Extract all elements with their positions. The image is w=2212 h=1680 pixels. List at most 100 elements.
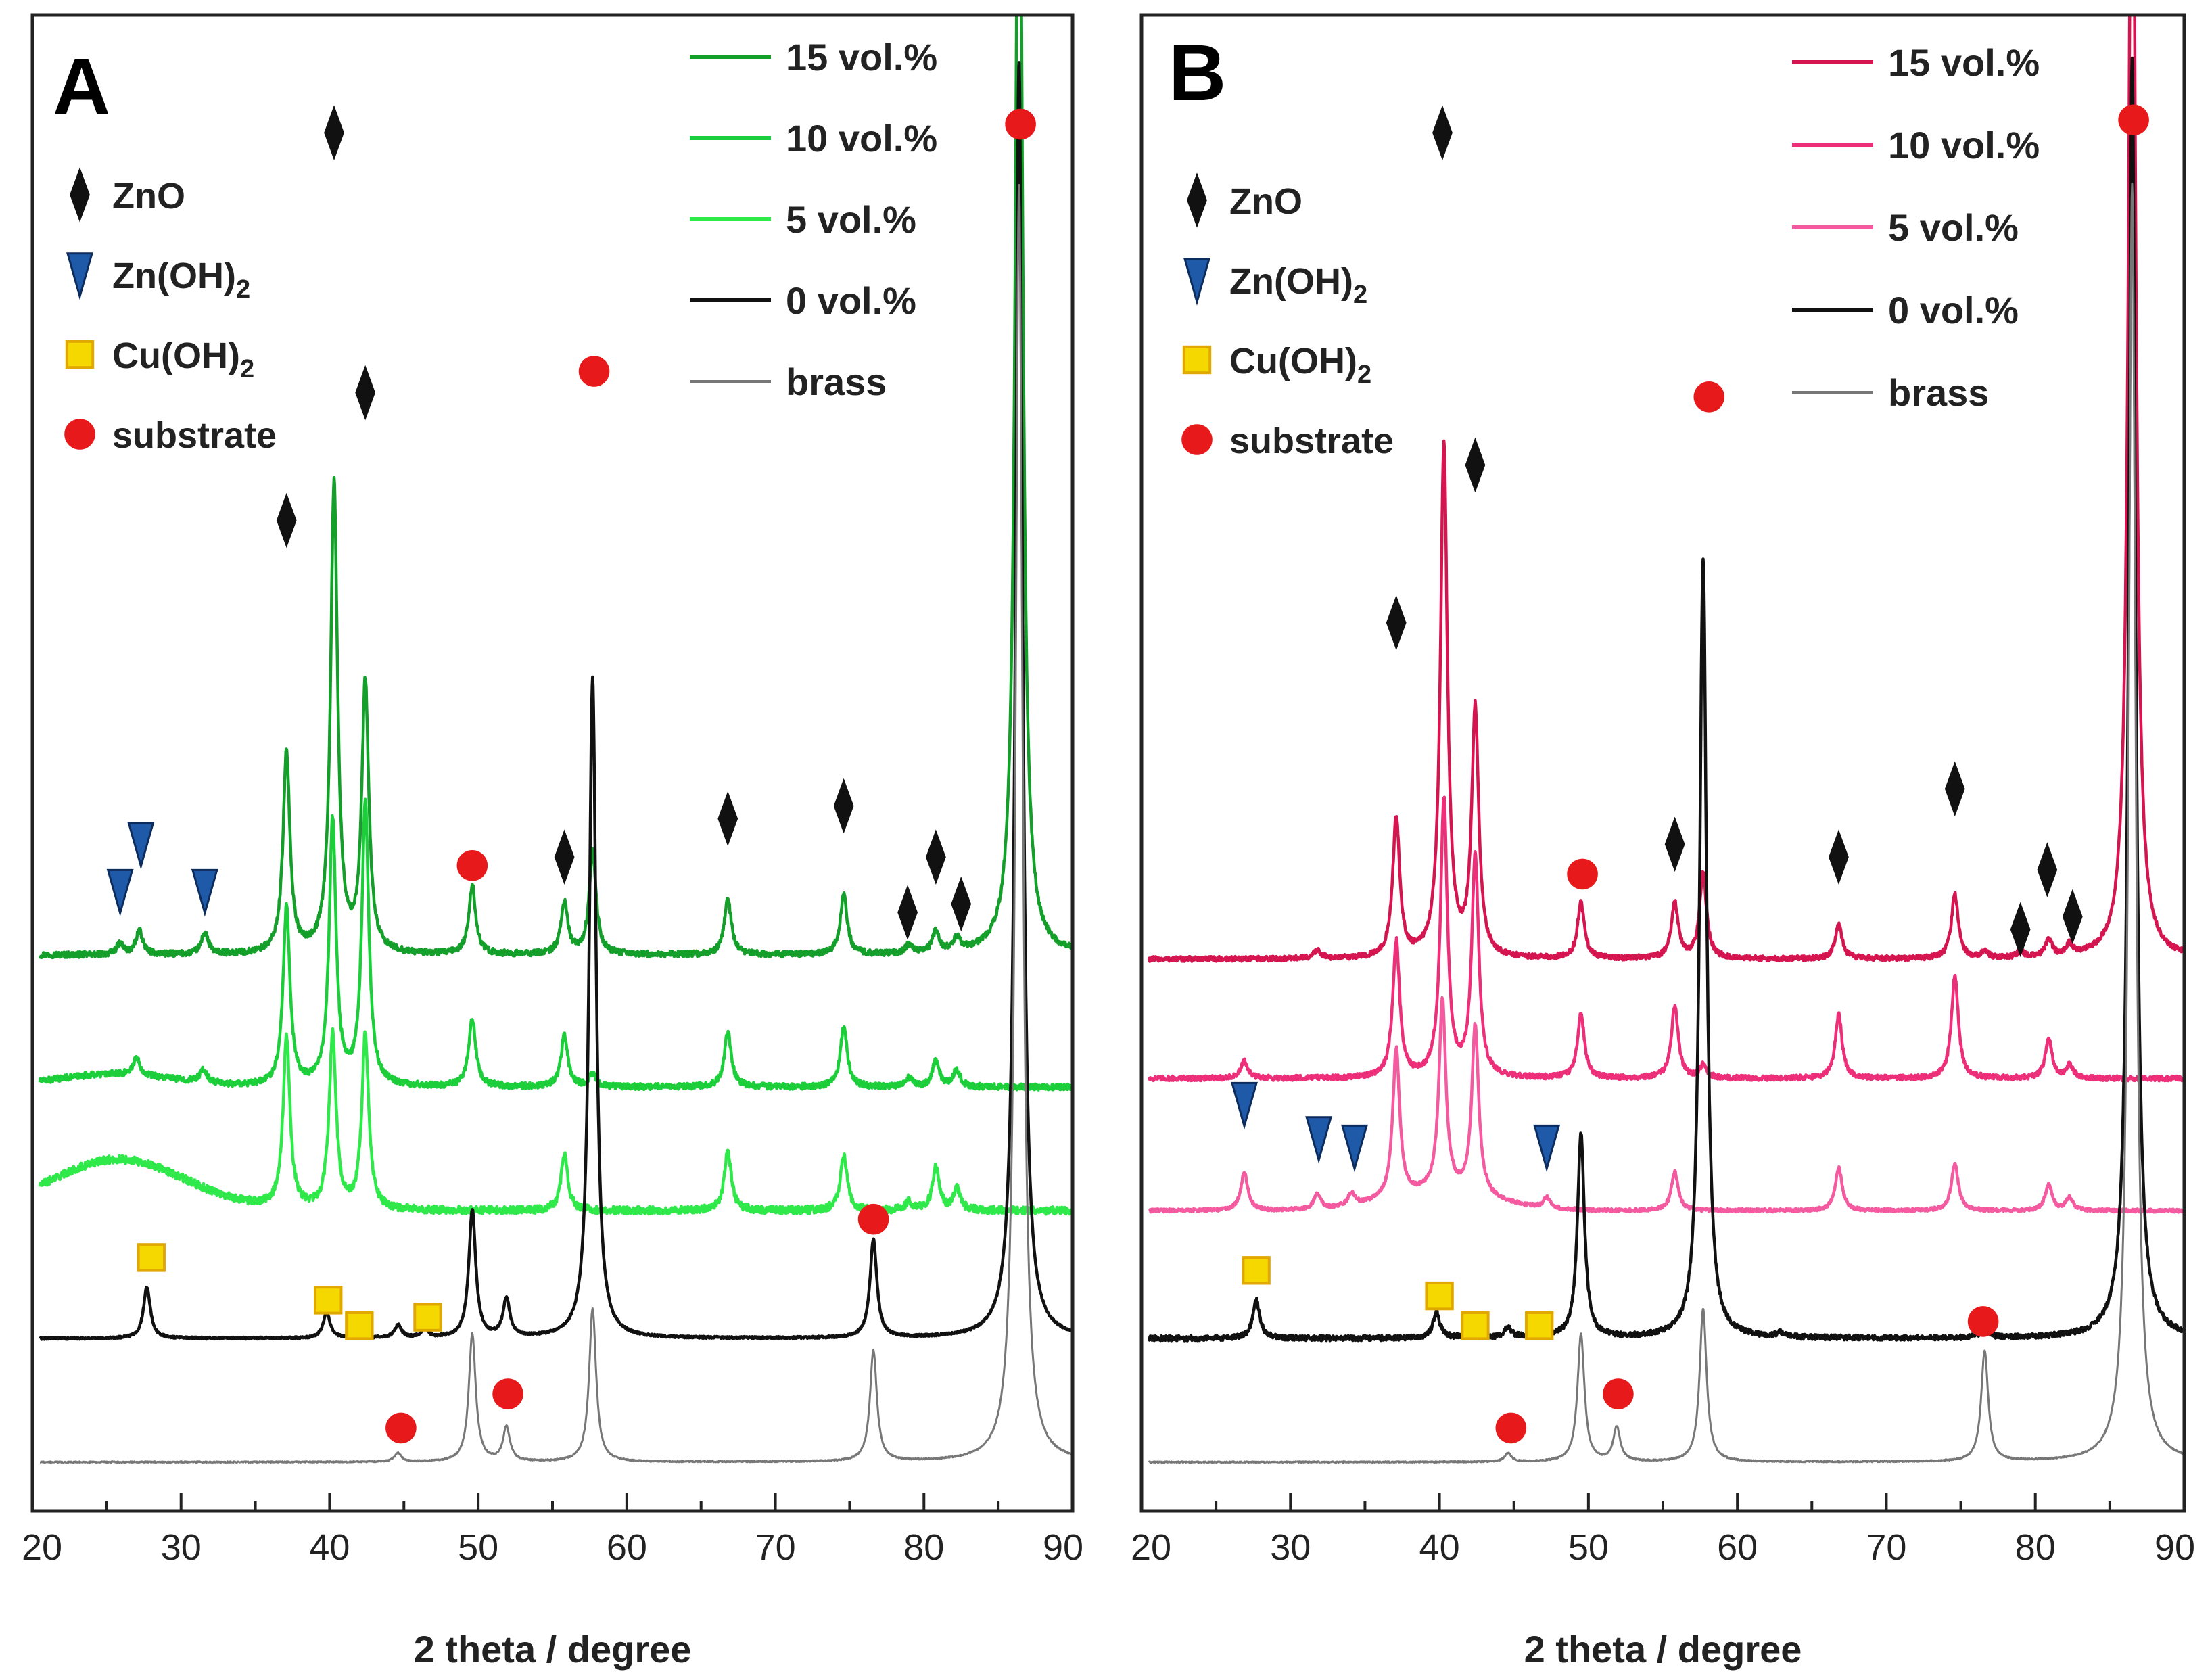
cuoh2-square-icon xyxy=(413,1303,442,1332)
substrate-peak-marker xyxy=(385,1412,417,1444)
cuoh2-square-icon xyxy=(314,1286,343,1315)
substrate-peak-marker xyxy=(1603,1378,1634,1409)
substrate-circle-icon xyxy=(1495,1412,1527,1444)
zno-legend-marker xyxy=(70,167,90,223)
cuoh2-legend-marker xyxy=(1182,345,1212,375)
substrate-circle-icon xyxy=(64,419,95,450)
legend-item: brass xyxy=(690,360,887,403)
phase-legend-subscript: 2 xyxy=(236,275,250,304)
cuoh2-peak-marker xyxy=(1461,1311,1490,1340)
zno-diamond-icon xyxy=(1386,594,1407,651)
zno-peak-marker xyxy=(355,365,376,421)
zno-peak-marker xyxy=(1944,761,1965,817)
phase-legend-subscript: 2 xyxy=(1353,281,1367,309)
phase-legend-label: ZnO xyxy=(1229,181,1302,222)
znoh2-peak-marker xyxy=(127,822,155,870)
legend-label: 15 vol.% xyxy=(786,36,937,78)
znoh2-peak-marker xyxy=(106,868,134,917)
zno-peak-marker xyxy=(1664,816,1685,872)
znoh2-triangle-icon xyxy=(1533,1124,1561,1173)
phase-legend-subscript: 2 xyxy=(240,355,254,383)
x-tick-label: 20 xyxy=(22,1527,62,1568)
phase-legend-item: Cu(OH)2 xyxy=(65,335,254,383)
cuoh2-square-icon xyxy=(345,1311,374,1340)
zno-diamond-icon xyxy=(1187,172,1207,228)
legend-item: 10 vol.% xyxy=(1792,124,2040,166)
legend-item: brass xyxy=(1792,371,1989,414)
substrate-circle-icon xyxy=(2118,104,2149,136)
zno-peak-marker xyxy=(1465,437,1486,493)
znoh2-peak-marker xyxy=(1305,1116,1333,1164)
x-tick-label: 90 xyxy=(2155,1527,2195,1568)
zno-peak-marker xyxy=(324,105,344,160)
znoh2-triangle-icon xyxy=(1305,1116,1333,1164)
zno-peak-marker xyxy=(717,791,738,847)
trace-15-vol xyxy=(38,15,1073,960)
legend-label: brass xyxy=(1888,371,1989,414)
legend-label: 5 vol.% xyxy=(786,198,916,241)
phase-legend-label: Cu(OH)2 xyxy=(1229,341,1371,389)
substrate-circle-icon xyxy=(456,850,488,881)
zno-peak-marker xyxy=(1386,594,1407,651)
zno-peak-marker xyxy=(833,778,854,834)
panel-label-a: A xyxy=(53,42,110,131)
legend-item: 0 vol.% xyxy=(690,279,916,322)
substrate-peak-marker xyxy=(492,1378,523,1409)
phase-legend-item: ZnO xyxy=(70,167,185,223)
znoh2-triangle-icon xyxy=(106,868,134,917)
substrate-circle-icon xyxy=(1567,858,1598,890)
zno-diamond-icon xyxy=(951,876,972,932)
substrate-peak-marker xyxy=(1567,858,1598,890)
substrate-circle-icon xyxy=(1693,381,1725,413)
cuoh2-peak-marker xyxy=(314,1286,343,1315)
cuoh2-square-icon xyxy=(137,1243,166,1272)
x-tick-label: 80 xyxy=(2015,1527,2056,1568)
trace-brass xyxy=(39,183,1073,1464)
legend-item: 5 vol.% xyxy=(690,198,916,241)
zno-diamond-icon xyxy=(355,365,376,421)
phase-legend-label: Cu(OH)2 xyxy=(112,335,254,383)
substrate-peak-marker xyxy=(1005,108,1036,140)
zno-diamond-icon xyxy=(925,829,946,885)
substrate-peak-marker xyxy=(1693,381,1725,413)
zno-diamond-icon xyxy=(1944,761,1965,817)
substrate-peak-marker xyxy=(1967,1306,1999,1337)
cuoh2-square-icon xyxy=(1182,345,1212,375)
phase-legend-label: substrate xyxy=(1229,421,1394,461)
trace-5-vol xyxy=(1148,996,2184,1214)
phase-legend-item: Cu(OH)2 xyxy=(1182,341,1371,389)
phase-legend-item: Zn(OH)2 xyxy=(66,252,250,304)
znoh2-triangle-icon xyxy=(191,868,218,917)
zno-diamond-icon xyxy=(2062,889,2083,945)
zno-diamond-icon xyxy=(717,791,738,847)
cuoh2-peak-marker xyxy=(1242,1256,1271,1285)
substrate-peak-marker xyxy=(857,1203,889,1235)
x-tick-label: 30 xyxy=(1270,1527,1311,1568)
zno-peak-marker xyxy=(2062,889,2083,945)
substrate-circle-icon xyxy=(1181,424,1213,455)
cuoh2-peak-marker xyxy=(137,1243,166,1272)
x-tick-label: 70 xyxy=(1866,1527,1906,1568)
zno-diamond-icon xyxy=(2037,842,2058,897)
x-tick-label: 60 xyxy=(607,1527,647,1568)
zno-diamond-icon xyxy=(70,167,90,223)
x-tick-label: 50 xyxy=(458,1527,498,1568)
phase-legend-label: ZnO xyxy=(112,176,185,216)
cuoh2-peak-marker xyxy=(345,1311,374,1340)
substrate-circle-icon xyxy=(578,356,610,387)
zno-peak-marker xyxy=(897,885,918,940)
znoh2-peak-marker xyxy=(1533,1124,1561,1173)
zno-peak-marker xyxy=(1829,829,1849,885)
zno-diamond-icon xyxy=(833,778,854,834)
trace-10-vol xyxy=(38,797,1073,1092)
substrate-circle-icon xyxy=(1967,1306,1999,1337)
znoh2-triangle-icon xyxy=(66,252,93,300)
cuoh2-peak-marker xyxy=(1425,1281,1454,1311)
znoh2-triangle-icon xyxy=(1341,1124,1368,1173)
substrate-peak-marker xyxy=(456,850,488,881)
x-tick-label: 80 xyxy=(903,1527,944,1568)
trace-5-vol xyxy=(38,1027,1073,1216)
x-axis-label-a: 2 theta / degree xyxy=(414,1628,692,1671)
substrate-peak-marker xyxy=(578,356,610,387)
substrate-circle-icon xyxy=(1603,1378,1634,1409)
